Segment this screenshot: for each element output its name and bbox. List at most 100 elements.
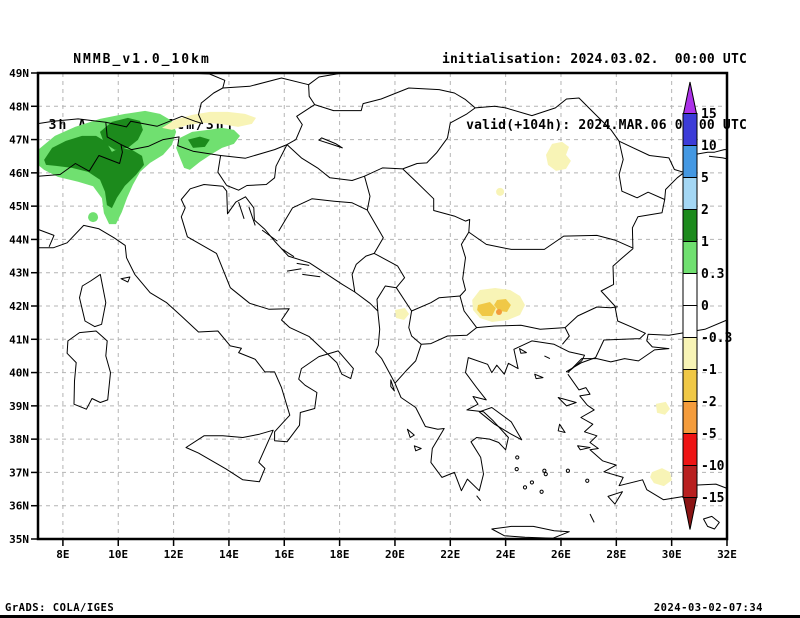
axis-labels: 8E 10E 12E 14E 16E 18E 20E 22E 24E 26E 28E 30E 32E 49… bbox=[9, 67, 737, 561]
x-tick-label: 10E bbox=[108, 548, 128, 561]
coastline bbox=[248, 206, 256, 226]
y-tick-label: 49N bbox=[9, 67, 29, 80]
y-tick-label: 37N bbox=[9, 466, 29, 479]
country-border bbox=[351, 209, 384, 293]
x-tick-label: 16E bbox=[274, 548, 294, 561]
y-tick-label: 41N bbox=[9, 333, 29, 346]
colorbar-segment bbox=[682, 273, 698, 306]
small-island bbox=[529, 480, 535, 485]
country-border bbox=[373, 252, 406, 312]
x-tick-label: 12E bbox=[164, 548, 184, 561]
small-island bbox=[539, 489, 544, 494]
coastline bbox=[238, 201, 245, 219]
country-border bbox=[364, 107, 476, 177]
colorbar-top-arrow bbox=[682, 81, 698, 114]
x-tick-label: 8E bbox=[56, 548, 69, 561]
country-border bbox=[105, 72, 226, 128]
island-outline bbox=[120, 276, 131, 283]
country-border bbox=[286, 144, 365, 181]
coastline bbox=[38, 184, 354, 443]
small-island bbox=[543, 471, 548, 477]
country-border bbox=[395, 287, 413, 312]
coastline bbox=[544, 355, 551, 360]
colorbar-label: 0 bbox=[701, 299, 709, 314]
country-border bbox=[37, 118, 123, 177]
shaded-region-1-2 bbox=[100, 117, 143, 150]
x-tick-label: 20E bbox=[385, 548, 405, 561]
bottom-border bbox=[0, 615, 800, 618]
country-border bbox=[226, 144, 288, 191]
island-outline bbox=[79, 273, 107, 328]
y-tick-label: 40N bbox=[9, 367, 29, 380]
colorbar-segment bbox=[682, 433, 698, 466]
small-island bbox=[515, 455, 520, 460]
island-outline bbox=[185, 429, 274, 483]
shaded-region-1-2 bbox=[44, 135, 144, 209]
coastline bbox=[222, 149, 727, 492]
small-island bbox=[585, 478, 590, 483]
country-border bbox=[364, 176, 371, 211]
small-island bbox=[565, 468, 570, 473]
shaded-region--1--0.3 bbox=[162, 111, 256, 130]
colorbar-label: 10 bbox=[701, 139, 717, 154]
colorbar-label: 15 bbox=[701, 107, 717, 122]
country-border bbox=[408, 295, 478, 345]
coastline bbox=[708, 155, 728, 160]
coastline bbox=[286, 268, 302, 272]
y-tick-label: 36N bbox=[9, 500, 29, 513]
shaded-region--2--1 bbox=[494, 299, 511, 312]
init-time: initialisation: 2024.03.02. 00:00 UTC bbox=[441, 52, 747, 67]
colorbar-label: -2 bbox=[701, 395, 717, 410]
y-tick-label: 44N bbox=[9, 233, 29, 246]
model-title: NMMB_v1.0_10km bbox=[73, 52, 211, 67]
colorbar-label: 0.3 bbox=[701, 267, 724, 282]
colorbar-segment bbox=[682, 177, 698, 210]
y-tick-label: 48N bbox=[9, 100, 29, 113]
x-tick-label: 28E bbox=[606, 548, 626, 561]
island-outline bbox=[703, 515, 720, 530]
colorbar-segment bbox=[682, 209, 698, 242]
colorbar-segment bbox=[682, 369, 698, 402]
colorbar: 15 10 5 2 1 0.3 0 -0.3 -1 -2 -5 -10 -15 bbox=[682, 81, 732, 530]
coastline bbox=[302, 273, 321, 278]
colorbar-segment bbox=[682, 305, 698, 338]
y-tick-label: 42N bbox=[9, 300, 29, 313]
country-border bbox=[564, 306, 618, 328]
x-tick-label: 30E bbox=[662, 548, 682, 561]
island-outline bbox=[607, 491, 623, 505]
colorbar-label: -10 bbox=[701, 459, 725, 474]
y-tick-label: 47N bbox=[9, 134, 29, 147]
country-border bbox=[618, 140, 684, 173]
x-tick-label: 14E bbox=[219, 548, 239, 561]
island-outline bbox=[406, 428, 415, 438]
country-border bbox=[120, 136, 228, 186]
island-outline bbox=[413, 445, 422, 452]
shaded-region-0.3-1 bbox=[176, 127, 240, 170]
coastline bbox=[567, 373, 728, 501]
small-island bbox=[514, 467, 519, 472]
island-outline bbox=[318, 137, 343, 149]
island-outline bbox=[557, 423, 566, 433]
country-border bbox=[220, 144, 288, 159]
shaded-field bbox=[38, 110, 672, 487]
shaded-region--2--1 bbox=[477, 302, 496, 316]
shaded-spot--5--2 bbox=[495, 308, 502, 315]
country-border bbox=[286, 104, 315, 146]
coastline bbox=[476, 495, 482, 502]
colorbar-bottom-arrow bbox=[682, 497, 698, 530]
colorbar-segment bbox=[682, 241, 698, 274]
island-outline bbox=[534, 373, 544, 380]
island-outline bbox=[491, 525, 570, 539]
colorbar-label: -1 bbox=[701, 363, 717, 378]
y-tick-label: 39N bbox=[9, 400, 29, 413]
x-tick-label: 26E bbox=[551, 548, 571, 561]
country-border bbox=[37, 228, 55, 247]
time-info: initialisation: 2024.03.02. 00:00 UTC va… bbox=[387, 5, 747, 181]
island-outline bbox=[390, 379, 395, 392]
colorbar-segment bbox=[682, 337, 698, 370]
coastline bbox=[567, 319, 728, 373]
country-border bbox=[476, 324, 566, 330]
shaded-region--1--0.3 bbox=[395, 308, 410, 320]
colorbar-label: 5 bbox=[701, 171, 709, 186]
